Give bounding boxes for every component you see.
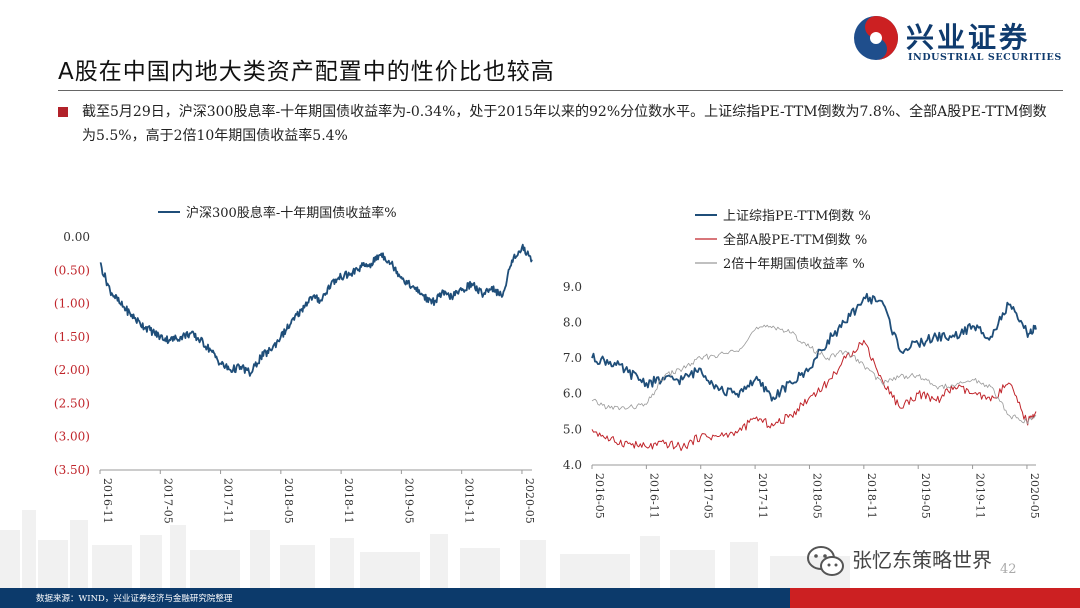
valuation-series-line-3 [592,325,1036,424]
spread-y-tick-label: (2.00) [54,363,90,377]
valuation-x-tick-label: 2020-05 [1028,473,1041,519]
spread-y-tick-label: (1.00) [54,297,90,311]
chart-valuation: 4.0 5.0 6.0 7.0 8.0 9.0 2016-05 2016-11 2017-05 2… [540,195,1060,550]
valuation-x-tick-label: 2017-11 [756,473,769,519]
spread-x-tick-label: 2019-05 [402,478,415,524]
logo-english-name: INDUSTRIAL SECURITIES [908,52,1062,63]
chart-spread: 0.00 (0.50) (1.00) (1.50) (2.00) (2.50) (3.00)… [40,195,550,550]
spread-x-tick-label: 2019-11 [463,478,476,524]
spread-x-tick-label: 2017-11 [222,478,235,524]
valuation-legend-label-1: 上证综指PE-TTM倒数 % [723,209,871,224]
valuation-y-tick-label: 9.0 [563,280,582,294]
logo-chinese-name: 兴业证券 [906,16,1030,56]
valuation-x-tick-label: 2017-05 [702,473,715,519]
wechat-icon [806,545,846,579]
spread-legend-label-1: 沪深300股息率-十年期国债收益率% [186,205,397,221]
spread-series-line-1 [100,245,532,376]
spread-x-tick-label: 2020-05 [523,478,536,524]
brand-logo: 兴业证券 INDUSTRIAL SECURITIES [852,14,1062,66]
page-title: A股在中国内地大类资产配置中的性价比也较高 [58,52,555,86]
logo-emblem-icon [852,14,900,62]
page-number: 42 [1000,562,1017,577]
spread-y-tick-label: 0.00 [63,230,90,244]
spread-x-tick-label: 2018-05 [282,478,295,524]
valuation-series-line-2 [592,340,1036,450]
watermark-text: 张忆东策略世界 [852,544,992,573]
valuation-x-tick-label: 2016-05 [593,473,606,519]
valuation-y-tick-label: 4.0 [563,458,582,472]
valuation-y-tick-label: 7.0 [563,351,582,365]
valuation-series-line-1 [592,294,1036,401]
valuation-y-tick-label: 8.0 [563,315,582,329]
footer-accent [790,588,1080,608]
spread-y-tick-label: (1.50) [54,330,90,344]
spread-y-tick-label: (3.00) [54,430,90,444]
valuation-legend-label-2: 全部A股PE-TTM倒数 % [723,232,867,248]
spread-x-tick-label: 2018-11 [342,478,355,524]
spread-y-tick-label: (2.50) [54,396,90,410]
spread-y-tick-label: (0.50) [54,263,90,277]
valuation-x-tick-label: 2019-11 [974,473,987,519]
spread-x-tick-label: 2017-05 [161,478,174,524]
spread-x-tick-label: 2016-11 [101,478,114,524]
valuation-legend-label-3: 2倍十年期国债收益率 % [723,256,865,272]
summary-bullet [58,107,68,117]
data-source: 数据来源：WIND，兴业证券经济与金融研究院整理 [36,592,232,604]
valuation-y-tick-label: 6.0 [563,387,582,401]
summary-text: 截至5月29日，沪深300股息率-十年期国债收益率为-0.34%，处于2015年… [82,100,1057,148]
valuation-x-tick-label: 2018-05 [810,473,823,519]
title-divider [58,90,1063,91]
valuation-x-tick-label: 2018-11 [865,473,878,519]
spread-y-tick-label: (3.50) [54,463,90,477]
valuation-y-tick-label: 5.0 [563,422,582,436]
valuation-x-tick-label: 2016-11 [647,473,660,519]
valuation-x-tick-label: 2019-05 [919,473,932,519]
